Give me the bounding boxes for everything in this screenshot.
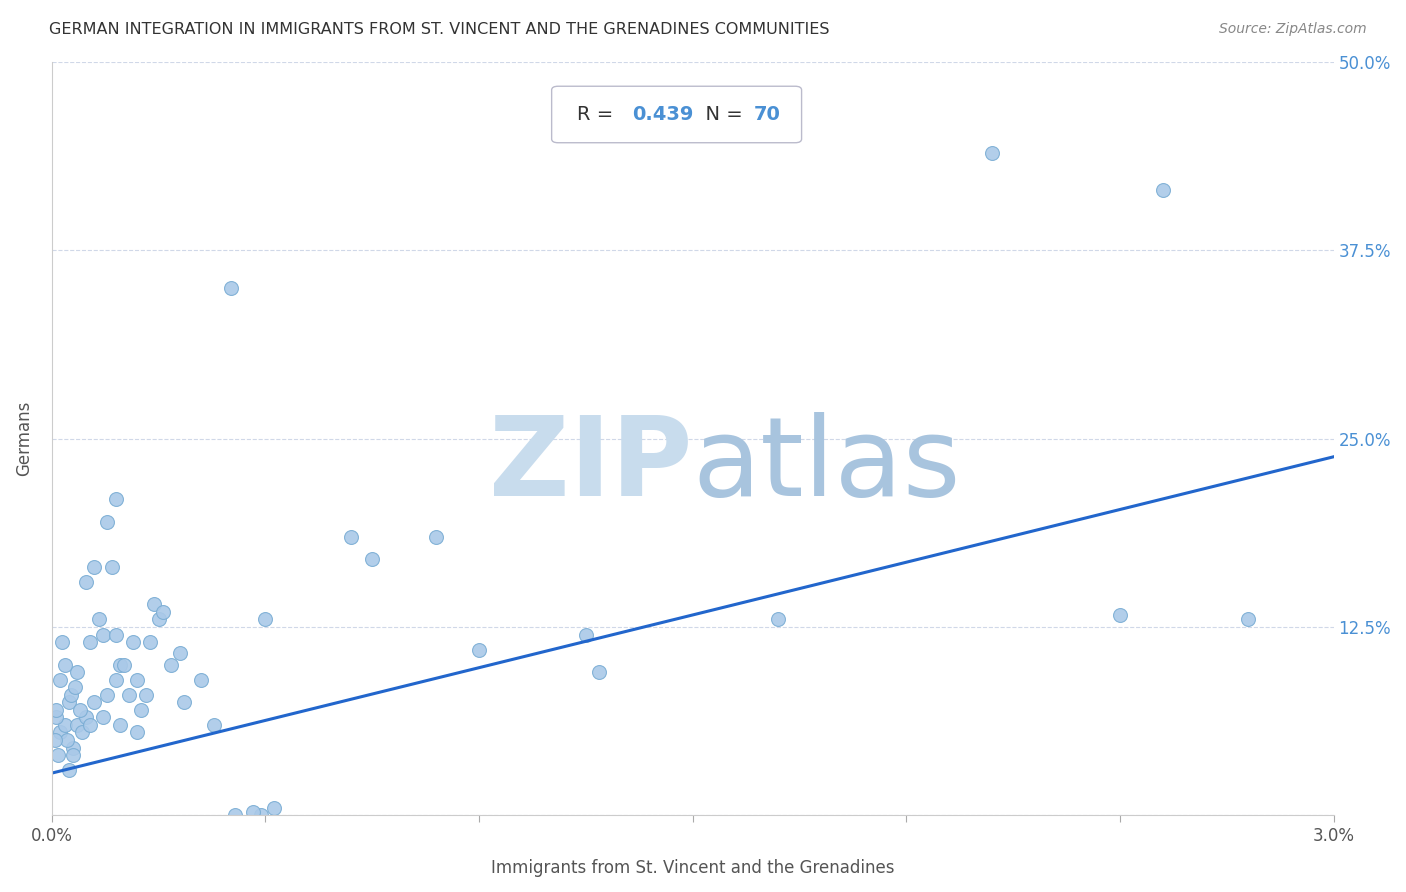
- Point: [62, 747, 84, 762]
- Text: Source: ZipAtlas.com: Source: ZipAtlas.com: [1219, 22, 1367, 37]
- Point: [108, 718, 131, 732]
- Y-axis label: Germans: Germans: [15, 401, 32, 476]
- Point: [53, 657, 76, 672]
- Point: [66, 665, 89, 680]
- Point: [148, 612, 170, 626]
- Point: [79, 718, 101, 732]
- Point: [45, 710, 67, 724]
- Point: [44, 733, 66, 747]
- Point: [766, 612, 789, 626]
- Point: [152, 605, 174, 619]
- Point: [468, 642, 491, 657]
- Point: [139, 635, 162, 649]
- Text: 70: 70: [754, 105, 780, 124]
- Point: [59, 688, 82, 702]
- Text: ZIP: ZIP: [489, 411, 693, 518]
- Point: [254, 612, 277, 626]
- Point: [104, 491, 127, 506]
- Point: [575, 627, 598, 641]
- Point: [131, 703, 153, 717]
- Point: [75, 710, 97, 724]
- X-axis label: Immigrants from St. Vincent and the Grenadines: Immigrants from St. Vincent and the Gren…: [491, 859, 894, 877]
- Point: [96, 515, 118, 529]
- Point: [104, 627, 127, 641]
- Point: [219, 281, 242, 295]
- Text: R =: R =: [578, 105, 620, 124]
- Point: [361, 552, 384, 566]
- Point: [263, 801, 285, 815]
- Text: atlas: atlas: [693, 411, 962, 518]
- Point: [242, 805, 264, 820]
- Point: [425, 530, 447, 544]
- Text: GERMAN INTEGRATION IN IMMIGRANTS FROM ST. VINCENT AND THE GRENADINES COMMUNITIES: GERMAN INTEGRATION IN IMMIGRANTS FROM ST…: [49, 22, 830, 37]
- Point: [108, 657, 131, 672]
- Point: [173, 695, 195, 709]
- Point: [83, 559, 105, 574]
- Point: [53, 718, 76, 732]
- Point: [69, 703, 91, 717]
- Point: [49, 725, 72, 739]
- Point: [143, 598, 166, 612]
- Point: [91, 627, 114, 641]
- Point: [127, 673, 149, 687]
- Point: [588, 665, 610, 680]
- Point: [122, 635, 145, 649]
- Text: N =: N =: [693, 105, 748, 124]
- Point: [135, 688, 157, 702]
- Point: [250, 808, 273, 822]
- Point: [91, 710, 114, 724]
- Point: [62, 740, 84, 755]
- Point: [1152, 183, 1174, 197]
- Text: 0.439: 0.439: [633, 105, 693, 124]
- Point: [46, 747, 69, 762]
- Point: [118, 688, 141, 702]
- Point: [1237, 612, 1260, 626]
- Point: [169, 646, 191, 660]
- Point: [980, 145, 1002, 160]
- FancyBboxPatch shape: [551, 87, 801, 143]
- Point: [51, 635, 73, 649]
- Point: [160, 657, 183, 672]
- Point: [70, 725, 93, 739]
- Point: [224, 808, 246, 822]
- Point: [112, 657, 135, 672]
- Point: [75, 574, 97, 589]
- Point: [104, 673, 127, 687]
- Point: [1109, 607, 1132, 622]
- Point: [202, 718, 225, 732]
- Point: [340, 530, 363, 544]
- Point: [190, 673, 212, 687]
- Point: [96, 688, 118, 702]
- Point: [66, 718, 89, 732]
- Point: [49, 673, 72, 687]
- Point: [65, 680, 87, 694]
- Point: [55, 733, 77, 747]
- Point: [127, 725, 149, 739]
- Point: [58, 695, 80, 709]
- Point: [58, 763, 80, 777]
- Point: [45, 703, 67, 717]
- Point: [87, 612, 110, 626]
- Point: [100, 559, 122, 574]
- Point: [79, 635, 101, 649]
- Point: [83, 695, 105, 709]
